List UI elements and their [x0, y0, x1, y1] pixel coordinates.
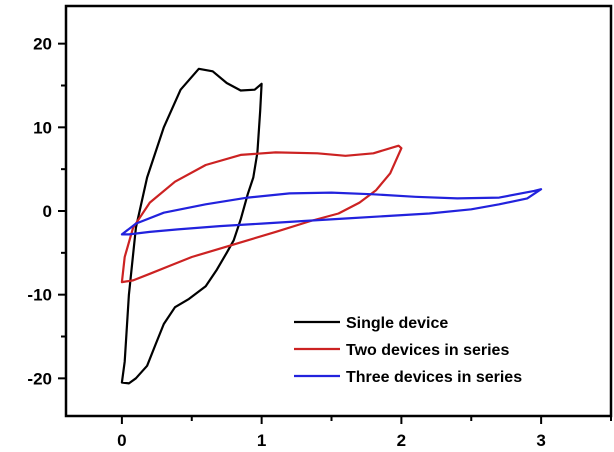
y-tick-label: -20 — [27, 369, 52, 388]
series-line-3 — [120, 188, 543, 236]
plot-border — [64, 4, 613, 418]
y-tick-label: 10 — [33, 118, 52, 137]
axis-tick-labels: 0 1 2 3 -20 -10 0 10 20 — [27, 35, 545, 450]
series-layer — [120, 67, 543, 385]
legend: Single device Two devices in series Three … — [294, 315, 522, 386]
x-tick-label: 3 — [536, 431, 545, 450]
legend-label-1: Single device — [346, 315, 448, 332]
y-tick-label: 0 — [43, 202, 52, 221]
legend-label-2: Two devices in series — [346, 342, 509, 359]
legend-label-3: Three devices in series — [346, 369, 522, 386]
y-tick-label: -10 — [27, 286, 52, 305]
x-tick-label: 0 — [117, 431, 126, 450]
series-line-2 — [120, 144, 403, 284]
plot-frame — [64, 4, 613, 418]
series-line-1 — [120, 67, 263, 385]
x-tick-label: 2 — [397, 431, 406, 450]
axis-ticks — [58, 42, 612, 424]
x-tick-label: 1 — [257, 431, 266, 450]
y-tick-label: 20 — [33, 35, 52, 54]
